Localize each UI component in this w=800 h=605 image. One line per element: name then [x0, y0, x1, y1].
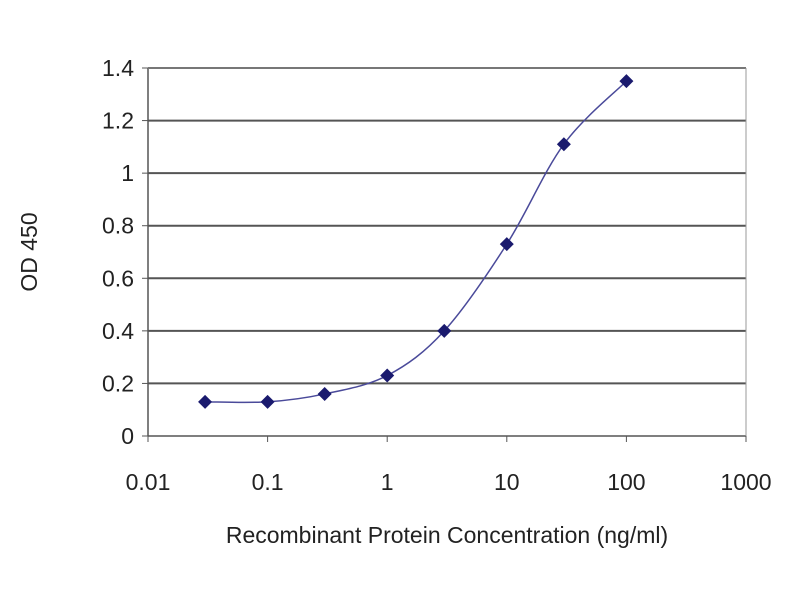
x-tick-labels: 0.01 0.1 1 10 100 1000 [126, 469, 772, 495]
series-line [205, 80, 627, 404]
x-tick-label: 10 [494, 469, 520, 495]
y-tick-label: 0 [121, 423, 134, 449]
data-point [317, 386, 332, 401]
data-point [260, 394, 275, 409]
data-point [619, 74, 634, 89]
y-tick-labels: 0 0.2 0.4 0.6 0.8 1 1.2 1.4 [102, 55, 134, 449]
x-tick-label: 100 [607, 469, 645, 495]
x-axis-label: Recombinant Protein Concentration (ng/ml… [226, 522, 668, 548]
gridlines [148, 67, 746, 385]
x-tick-label: 1000 [720, 469, 771, 495]
y-tick-label: 0.8 [102, 213, 134, 239]
y-axis-label: OD 450 [16, 212, 42, 291]
y-tick-label: 0.6 [102, 265, 134, 291]
data-point [380, 368, 395, 383]
x-tick-label: 1 [381, 469, 394, 495]
data-points [198, 74, 634, 409]
y-tick-label: 0.2 [102, 370, 134, 396]
axes [142, 67, 747, 442]
y-tick-label: 1.4 [102, 55, 134, 81]
x-tick-label: 0.1 [252, 469, 284, 495]
data-point [499, 237, 514, 252]
data-point [437, 323, 452, 338]
x-tick-label: 0.01 [126, 469, 171, 495]
y-tick-label: 1 [121, 160, 134, 186]
data-point [556, 137, 571, 152]
data-point [198, 394, 213, 409]
y-tick-label: 0.4 [102, 318, 134, 344]
y-tick-label: 1.2 [102, 108, 134, 134]
